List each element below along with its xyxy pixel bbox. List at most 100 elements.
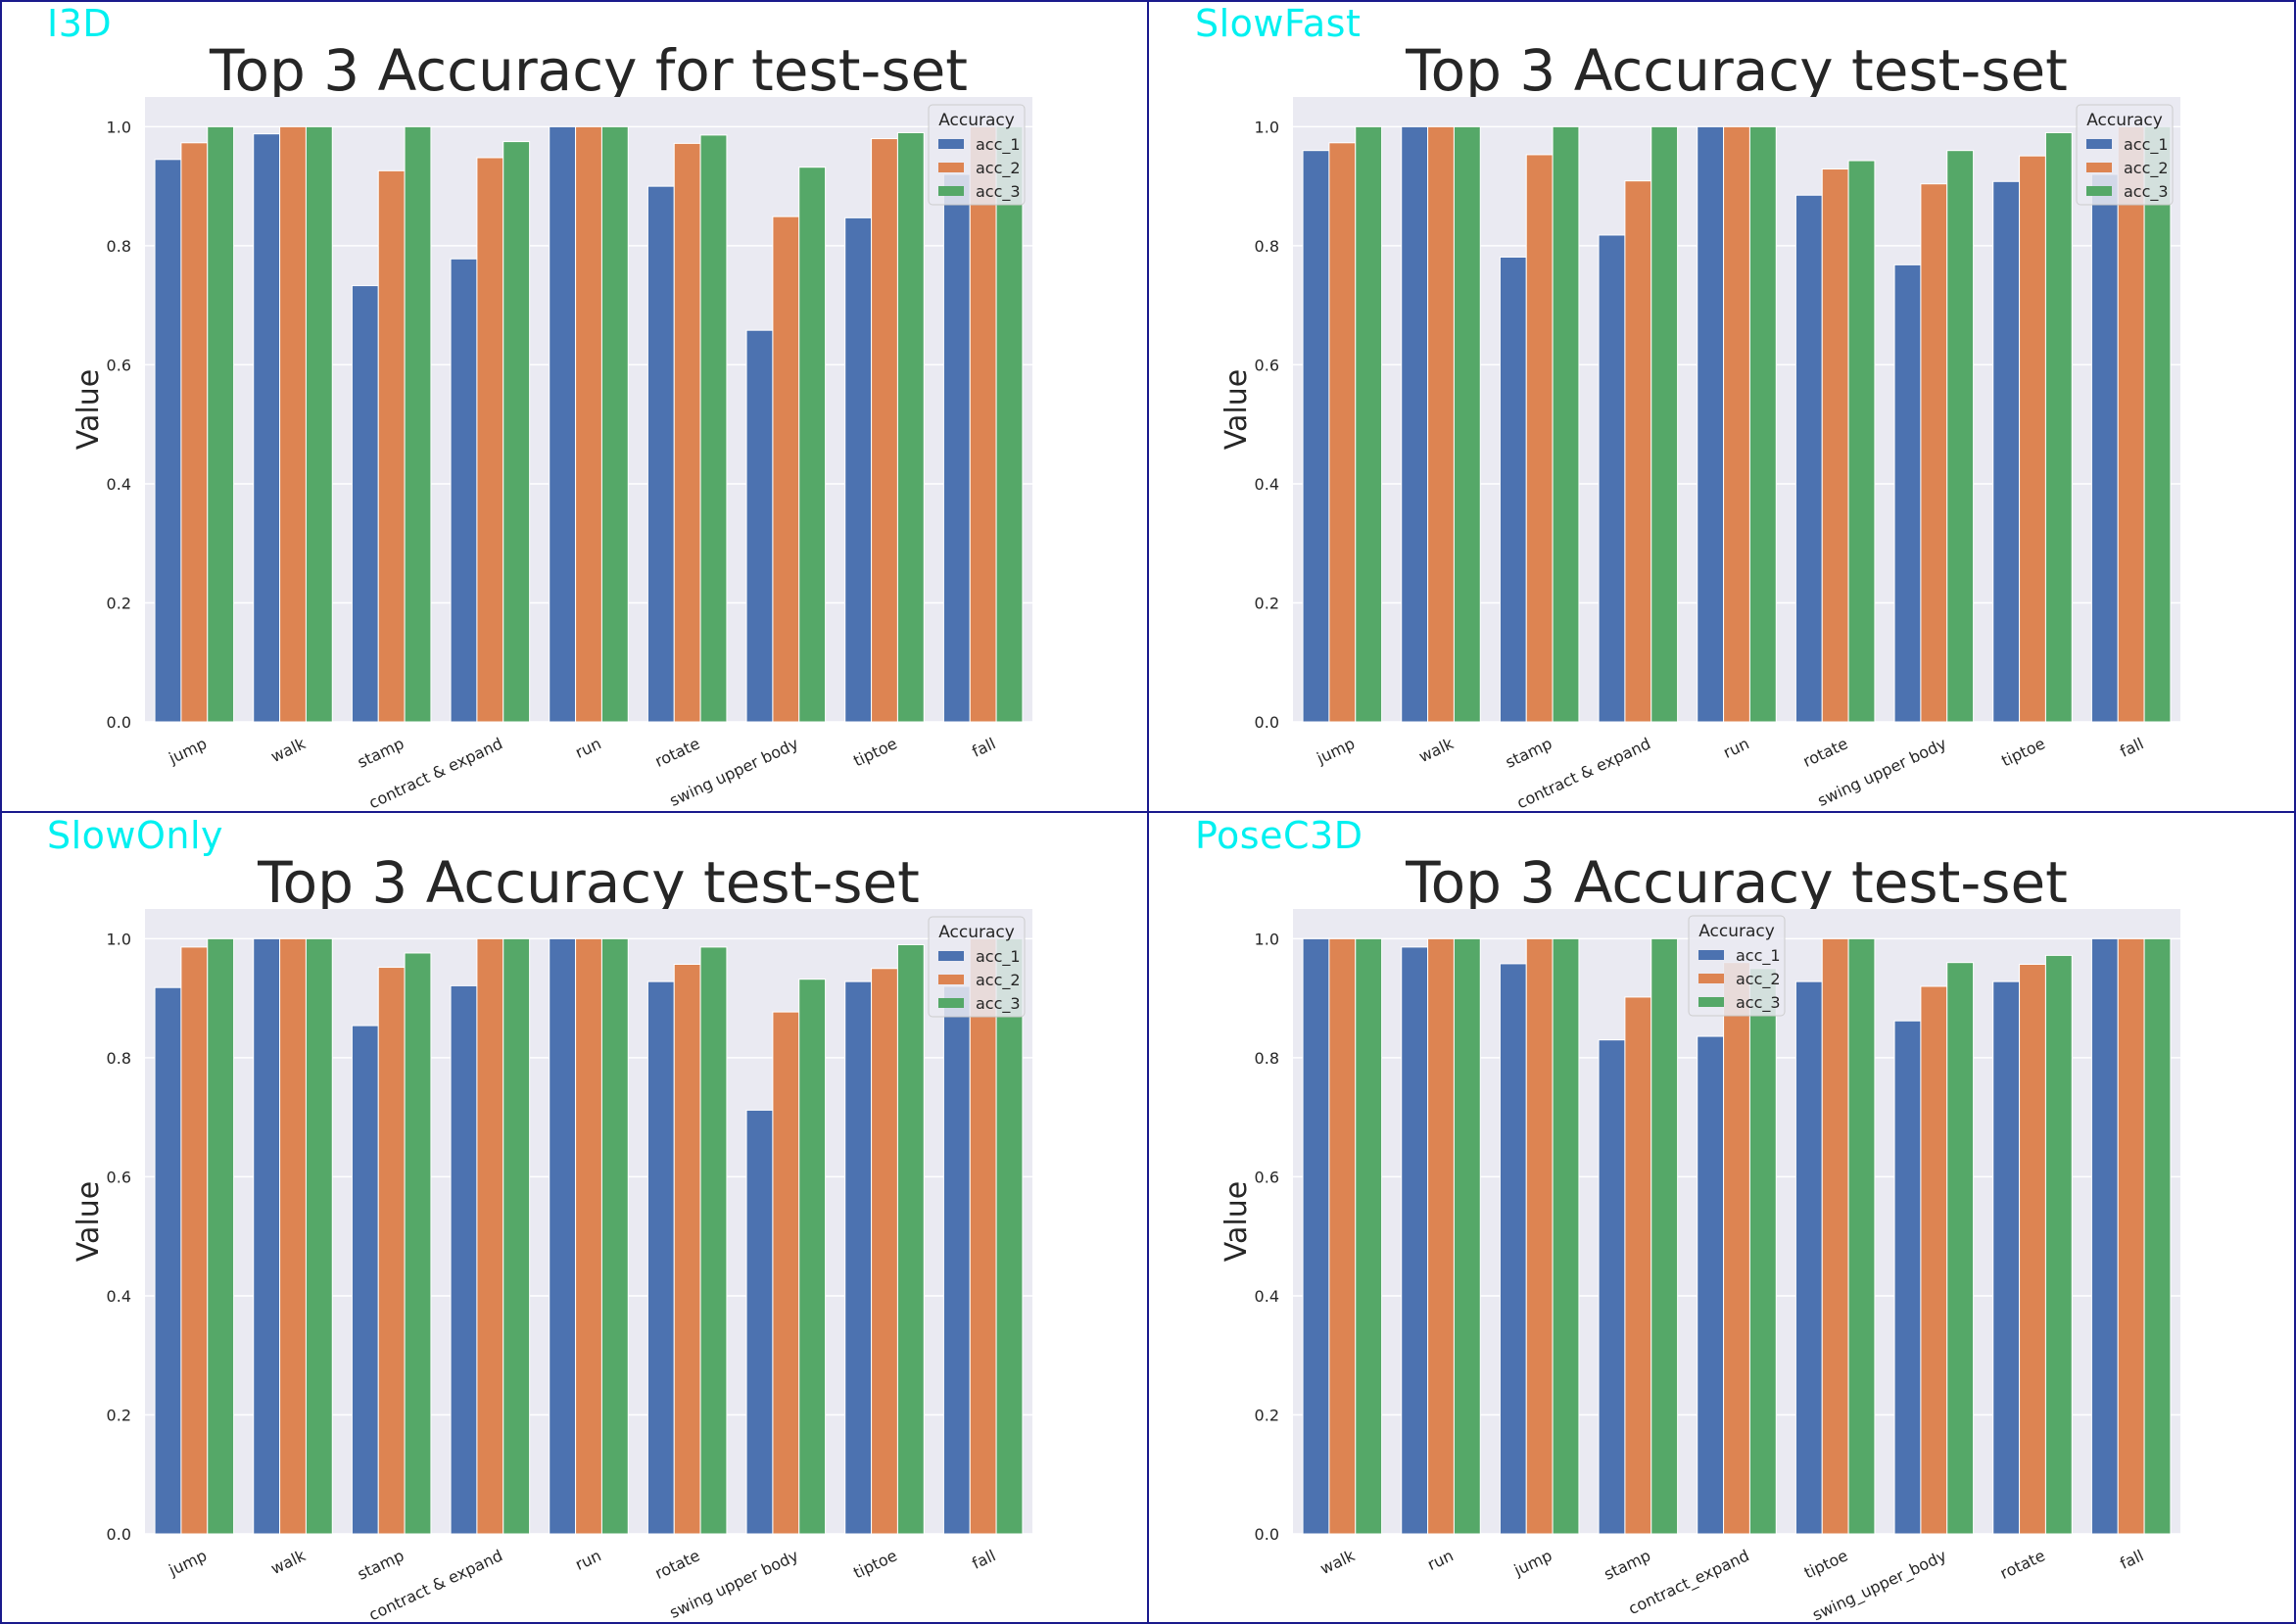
bar	[1723, 962, 1750, 1535]
x-tick-label: run	[1720, 734, 1751, 762]
bar	[1650, 937, 1679, 1535]
legend-swatch	[938, 975, 964, 984]
bar	[1650, 125, 1679, 723]
bar	[1427, 125, 1455, 723]
bar	[1748, 125, 1777, 723]
bar	[1525, 937, 1554, 1535]
x-tick-label: stamp	[1602, 1546, 1653, 1583]
bar	[1598, 1039, 1626, 1535]
bar	[1920, 183, 1948, 723]
bar	[154, 986, 182, 1535]
bar	[646, 980, 675, 1535]
x-tick-label: rotate	[1997, 1546, 2048, 1583]
legend-swatch	[938, 998, 964, 1008]
bar	[1893, 263, 1922, 723]
x-tick-label: jump	[1314, 734, 1358, 768]
bar	[798, 167, 827, 723]
panel-i3d: I3D Top 3 Accuracy for test-set 0.0 0.2 0.4…	[0, 0, 1148, 812]
legend-title: Accuracy	[2086, 111, 2163, 130]
bar	[377, 967, 406, 1535]
y-axis-label: Value	[72, 1181, 106, 1262]
bar	[1893, 1020, 1922, 1535]
legend-swatch	[938, 951, 964, 961]
legend-swatch	[938, 186, 964, 196]
legend-title: Accuracy	[1698, 922, 1775, 941]
legend-swatch	[2086, 163, 2112, 172]
bar	[942, 985, 971, 1535]
y-tick-label: 0.4	[1255, 1287, 1279, 1306]
x-tick-label: run	[572, 734, 603, 762]
chart-title: Top 3 Accuracy for test-set	[209, 37, 968, 104]
y-tick-label: 1.0	[107, 118, 131, 136]
bar	[1624, 180, 1652, 723]
legend-swatch	[1698, 950, 1724, 960]
y-tick-label: 0.2	[1255, 1406, 1279, 1424]
y-tick-label: 0.6	[1255, 1168, 1279, 1186]
bar	[745, 1109, 774, 1535]
bar	[207, 125, 235, 723]
bar	[772, 1011, 800, 1535]
bar	[450, 984, 478, 1535]
bar	[1525, 154, 1554, 723]
x-tick-label: tiptoe	[850, 1546, 899, 1582]
y-axis-label: Value	[1220, 1181, 1254, 1262]
bar	[2090, 937, 2119, 1535]
y-tick-label: 0.0	[1255, 1525, 1279, 1544]
bar	[673, 142, 701, 723]
legend-label: acc_3	[2124, 182, 2169, 202]
bar	[969, 125, 997, 723]
bar	[1552, 125, 1580, 723]
bar	[207, 937, 235, 1535]
y-tick-label: 0.2	[1255, 594, 1279, 612]
x-tick-label: walk	[1415, 734, 1457, 766]
x-tick-label: fall	[2117, 734, 2146, 761]
legend-label: acc_2	[976, 159, 1021, 178]
legend-label: acc_2	[2124, 159, 2169, 178]
panel-slowfast: SlowFast Top 3 Accuracy test-set 0.0 0.2 0.…	[1148, 0, 2296, 812]
x-tick-label: jump	[1510, 1546, 1555, 1580]
bar	[1552, 937, 1580, 1535]
bar	[2117, 937, 2145, 1535]
bar	[699, 134, 728, 723]
bar	[969, 937, 997, 1535]
y-tick-label: 1.0	[1255, 930, 1279, 948]
x-tick-label: stamp	[355, 734, 407, 771]
x-tick-label: rotate	[652, 1546, 703, 1583]
bar	[1821, 937, 1849, 1535]
x-tick-label: tiptoe	[850, 734, 899, 770]
panel-slowonly: SlowOnly Top 3 Accuracy test-set 0.0 0.2 0.…	[0, 812, 1148, 1624]
bar	[404, 125, 432, 723]
y-tick-label: 0.2	[107, 1406, 131, 1424]
y-tick-label: 0.6	[107, 356, 131, 374]
bar	[1697, 1035, 1725, 1535]
x-tick-label: stamp	[355, 1546, 407, 1583]
bar	[772, 215, 800, 723]
chart-slowfast: Top 3 Accuracy test-set 0.0 0.2 0.4 0.6 0.8 1.…	[1220, 37, 2180, 812]
bar	[351, 1025, 379, 1535]
y-tick-label: 1.0	[107, 930, 131, 948]
bar	[180, 142, 209, 723]
y-tick-label: 1.0	[1255, 118, 1279, 136]
bar	[305, 937, 333, 1535]
bar	[600, 125, 629, 723]
bar	[2117, 125, 2145, 723]
x-tick-label: stamp	[1503, 734, 1555, 771]
bar	[575, 937, 602, 1535]
bar	[2143, 125, 2172, 723]
legend-label: acc_1	[976, 947, 1021, 967]
x-tick-label: run	[1424, 1546, 1456, 1574]
bar	[1624, 996, 1652, 1535]
bar	[502, 937, 531, 1535]
x-tick-label: walk	[267, 1546, 309, 1578]
bar	[450, 258, 478, 723]
bar	[871, 138, 898, 723]
bar	[1697, 125, 1725, 723]
bar	[1847, 937, 1876, 1535]
legend-swatch	[1698, 997, 1724, 1007]
bar	[1427, 937, 1455, 1535]
bar	[2044, 954, 2073, 1535]
bar	[180, 946, 209, 1535]
bar	[1355, 125, 1383, 723]
y-tick-label: 0.4	[107, 1287, 131, 1306]
